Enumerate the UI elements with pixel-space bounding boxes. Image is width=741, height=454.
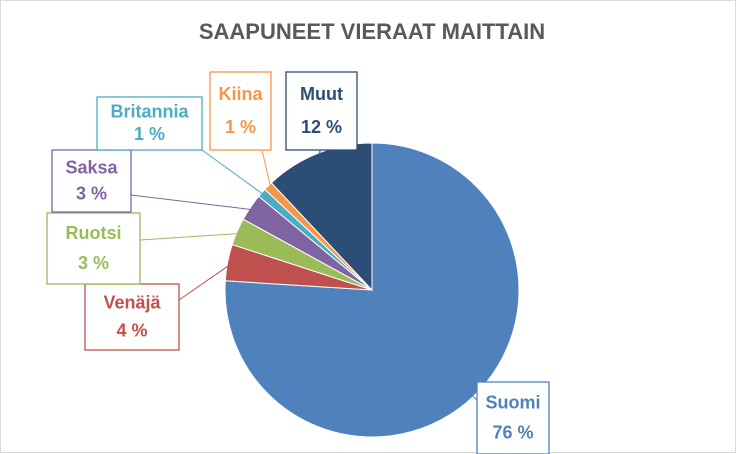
label-box <box>51 149 132 213</box>
leader-line <box>464 388 478 401</box>
slice-value-label: 4 % <box>116 320 147 340</box>
label-box <box>209 71 272 151</box>
label-box <box>84 283 180 351</box>
slice-value-label: 3 % <box>78 253 109 273</box>
slice-value-label: 1 % <box>134 124 165 144</box>
label-box <box>96 96 203 151</box>
slice-value-label: 1 % <box>225 117 256 137</box>
slice-value-label: 12 % <box>301 117 342 137</box>
label-box <box>476 381 550 454</box>
slice-label: Kiina <box>218 84 263 104</box>
slice-label: Ruotsi <box>66 223 122 243</box>
leader-line <box>261 149 272 190</box>
label-box <box>285 71 358 151</box>
slice-label: Venäjä <box>103 293 161 313</box>
leader-line <box>201 149 266 197</box>
slice-value-label: 3 % <box>76 183 107 203</box>
slice-label: Saksa <box>65 157 118 177</box>
label-box <box>46 212 141 285</box>
leader-line <box>130 194 255 211</box>
leader-line <box>178 262 233 301</box>
slice-value-label: 76 % <box>492 423 533 443</box>
pie-slice <box>270 142 373 292</box>
slice-label: Suomi <box>485 392 540 412</box>
leader-line <box>139 232 242 241</box>
slice-label: Britannia <box>110 102 189 122</box>
chart-title: SAAPUNEET VIERAAT MAITTAIN <box>199 19 545 44</box>
slice-label: Muut <box>300 84 343 104</box>
